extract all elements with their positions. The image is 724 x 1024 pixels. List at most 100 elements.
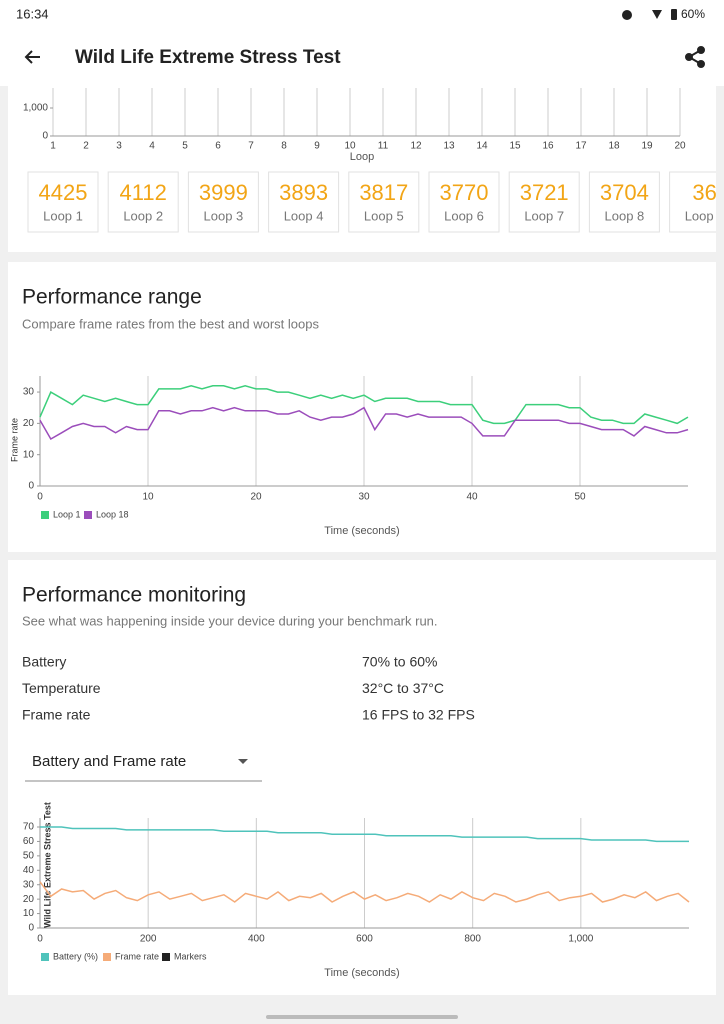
score-label: Loop 5 [364, 208, 404, 223]
y-tick-label: 40 [23, 865, 35, 876]
chart: 0 10 20 30 40 50 0 10 20 30 Time (seconds) Frame ra… [9, 376, 689, 537]
score-value: 3893 [279, 180, 328, 205]
y-tick-label: 30 [23, 387, 35, 398]
score-label: Loop 6 [444, 208, 484, 223]
wifi-icon [652, 10, 662, 19]
summary-value: 70% to 60% [362, 654, 438, 670]
y-tick-label: 60 [23, 836, 35, 847]
legend-label: Frame rate [115, 951, 159, 961]
y-tick-label: 20 [23, 894, 35, 905]
legend-label: Markers [174, 951, 207, 961]
score-label: Loop 7 [524, 208, 564, 223]
y-tick-label: 0 [28, 481, 34, 492]
x-tick-label: 0 [37, 492, 43, 503]
x-tick-label: 2 [83, 141, 89, 152]
score-tile [27, 171, 99, 233]
x-tick-label: 1 [50, 141, 56, 152]
x-tick-label: 16 [542, 141, 554, 152]
card-subtitle: See what was happening inside your devic… [22, 613, 438, 628]
legend-label: Battery (%) [53, 951, 98, 961]
score-value: 3704 [600, 180, 649, 205]
status-icon [622, 10, 632, 20]
y-tick-label: 0 [42, 131, 48, 142]
y-axis-label: Frame rate [9, 418, 19, 462]
score-label: Loop 9 [685, 208, 724, 223]
x-tick-label: 40 [466, 492, 478, 503]
card-subtitle: Compare frame rates from the best and wo… [22, 316, 319, 331]
score-tile [268, 171, 340, 233]
score-tile [348, 171, 420, 233]
score-value: 4112 [120, 180, 167, 205]
score-tile [588, 171, 660, 233]
x-tick-label: 8 [281, 141, 287, 152]
y-tick-label: 0 [28, 923, 34, 934]
summary-value: 16 FPS to 32 FPS [362, 707, 475, 723]
card [8, 560, 716, 995]
chart: 1 2 3 4 5 6 7 8 9 10 11 12 13 14 15 16 17 18 19 2001,000Loo… [23, 88, 686, 163]
back-button[interactable] [24, 50, 40, 64]
x-tick-label: 3 [116, 141, 122, 152]
y-tick-label: 10 [23, 908, 35, 919]
data-line [39, 881, 690, 903]
x-tick-label: 400 [248, 934, 265, 945]
x-axis-label: Loop [350, 151, 374, 163]
score-tile [107, 171, 179, 233]
x-tick-label: 12 [410, 141, 422, 152]
summary-label: Frame rate [22, 707, 91, 723]
x-axis-label: Time (seconds) [324, 967, 399, 979]
y-axis-label: Wild Life Extreme Stress Test [42, 802, 52, 928]
battery-icon [671, 9, 677, 20]
x-tick-label: 13 [443, 141, 455, 152]
score-value: 3770 [440, 180, 489, 205]
x-tick-label: 800 [464, 934, 481, 945]
legend-swatch [41, 953, 49, 961]
x-tick-label: 17 [575, 141, 587, 152]
x-tick-label: 0 [37, 934, 43, 945]
x-tick-label: 9 [314, 141, 320, 152]
data-line [39, 385, 689, 425]
x-tick-label: 10 [142, 492, 154, 503]
card [8, 262, 716, 552]
chart: 0 200 400 600 800 1,000 0 10 20 30 40 50 60 70 Time (s… [23, 802, 690, 979]
score-value: 3721 [520, 180, 569, 205]
x-axis-label: Time (seconds) [324, 525, 399, 537]
x-tick-label: 20 [674, 141, 686, 152]
x-tick-label: 14 [476, 141, 488, 152]
x-tick-label: 5 [182, 141, 188, 152]
summary-label: Temperature [22, 680, 101, 696]
summary-value: 32°C to 37°C [362, 680, 444, 696]
score-value: 36 [692, 180, 716, 205]
x-tick-label: 30 [358, 492, 370, 503]
score-label: Loop 2 [123, 208, 163, 223]
x-tick-label: 200 [140, 934, 157, 945]
data-line [39, 406, 689, 441]
y-tick-label: 20 [23, 418, 35, 429]
nav-handle [266, 1015, 458, 1019]
score-label: Loop 4 [284, 208, 324, 223]
score-tile [187, 171, 259, 233]
legend-swatch [84, 511, 92, 519]
data-line [40, 826, 689, 843]
status-battery: 60% [681, 7, 705, 21]
score-label: Loop 8 [605, 208, 645, 223]
legend-swatch [162, 953, 170, 961]
score-value: 3817 [359, 180, 408, 205]
legend-label: Loop 1 [53, 509, 81, 519]
x-tick-label: 10 [344, 141, 356, 152]
top-bar [0, 0, 724, 86]
x-tick-label: 1,000 [568, 934, 593, 945]
x-tick-label: 6 [215, 141, 221, 152]
y-tick-label: 30 [23, 879, 35, 890]
legend-label: Loop 18 [96, 509, 129, 519]
y-tick-label: 10 [23, 449, 35, 460]
y-tick-label: 1,000 [23, 103, 48, 114]
dropdown-arrow[interactable] [238, 759, 248, 764]
dropdown[interactable]: Battery and Frame rate [32, 753, 186, 770]
y-tick-label: 70 [23, 822, 35, 833]
status-time: 16:34 [16, 6, 49, 21]
summary-label: Battery [22, 654, 66, 670]
share-button[interactable] [685, 46, 705, 68]
page-title: Wild Life Extreme Stress Test [75, 47, 341, 68]
score-tile [508, 171, 580, 233]
